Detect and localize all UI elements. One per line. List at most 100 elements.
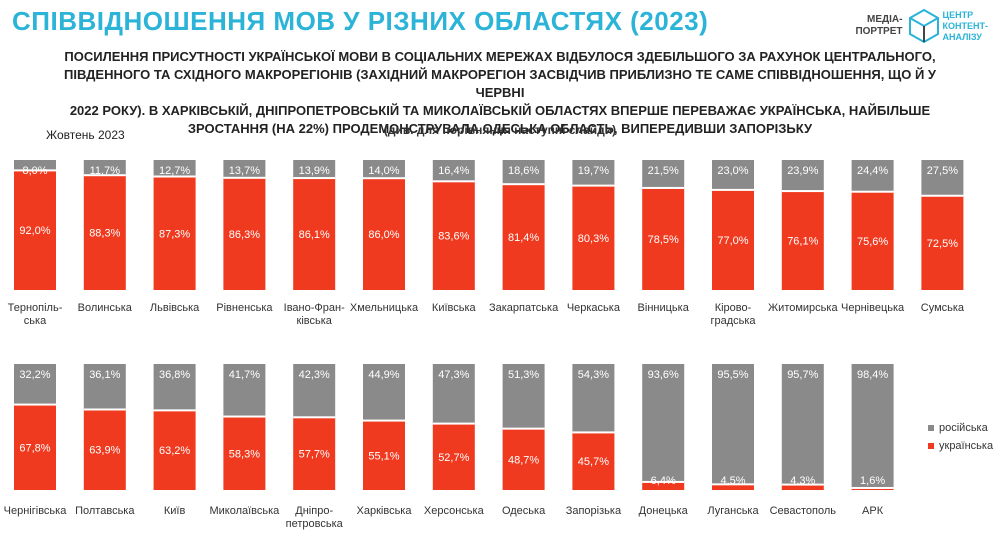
category-label: Сумська [921, 302, 965, 314]
bar-segment-ukrainian [293, 178, 336, 290]
bar-divider [14, 403, 56, 406]
bar-segment-ukrainian [502, 184, 545, 290]
bar-divider [781, 190, 824, 193]
bar-divider [642, 186, 685, 189]
data-label-ukrainian: 6,4% [651, 475, 676, 487]
bar-segment-russian [14, 160, 56, 171]
category-label: Севастополь [770, 505, 837, 517]
category-label: Чернігівська [4, 505, 68, 517]
bar-segment-russian [363, 160, 405, 179]
category-label: Луганська [707, 505, 759, 517]
category-label: Харківська [357, 505, 413, 517]
bar-segment-russian [642, 160, 685, 188]
logo-name-line: ЦЕНТР [942, 9, 974, 20]
category-label: Чернівецька [841, 302, 905, 314]
bar-segment-ukrainian [223, 416, 266, 490]
data-label-ukrainian: 63,9% [89, 445, 120, 457]
data-label-ukrainian: 86,3% [229, 229, 260, 241]
data-label-russian: 36,8% [159, 369, 190, 381]
logo: МЕДІА- ПОРТРЕТ ЦЕНТР КОНТЕНТ- АНАЛІЗУ [855, 6, 988, 46]
bar-segment-ukrainian [83, 409, 126, 490]
bar-divider [83, 408, 126, 411]
data-label-russian: 14,0% [368, 165, 399, 177]
bar-segment-russian [851, 364, 894, 488]
bar-divider [363, 419, 405, 422]
bar-segment-ukrainian [432, 181, 475, 290]
bar-segment-ukrainian [14, 404, 56, 490]
category-label: петровська [286, 518, 344, 530]
bar-segment-russian [642, 364, 685, 482]
bar-segment-russian [851, 160, 894, 192]
bar-segment-russian [432, 160, 475, 182]
bar-segment-russian [223, 160, 266, 178]
logo-prefix-line: ПОРТРЕТ [855, 26, 903, 37]
subtitle-line: ПІВДЕННОГО ТА СХІДНОГО МАКРОРЕГІОНІВ (ЗА… [63, 67, 937, 100]
bar-segment-ukrainian [363, 420, 405, 490]
bar-segment-ukrainian [293, 417, 336, 490]
bar-segment-russian [781, 160, 824, 192]
data-label-ukrainian: 88,3% [89, 228, 120, 240]
category-label: Рівненська [216, 302, 273, 314]
data-label-russian: 95,7% [787, 369, 818, 381]
category-label: Полтавська [75, 505, 135, 517]
bar-divider [432, 422, 475, 425]
data-label-ukrainian: 48,7% [508, 454, 539, 466]
data-label-russian: 95,5% [717, 369, 748, 381]
legend-label-ukrainian: українська [939, 440, 994, 452]
bar-segment-russian [432, 364, 475, 424]
bar-divider [712, 483, 754, 486]
bar-segment-ukrainian [851, 191, 894, 290]
data-label-russian: 12,7% [159, 165, 190, 177]
category-label: Вінницька [638, 302, 690, 314]
data-label-russian: 44,9% [368, 369, 399, 381]
bar-segment-ukrainian [781, 484, 824, 490]
data-label-russian: 42,3% [299, 369, 330, 381]
category-label: Житомирська [768, 302, 838, 314]
bar-divider [502, 183, 545, 186]
data-label-ukrainian: 80,3% [578, 233, 609, 245]
logo-name: ЦЕНТР КОНТЕНТ- АНАЛІЗУ [943, 10, 989, 43]
subtitle-line: ПОСИЛЕННЯ ПРИСУТНОСТІ УКРАЇНСЬКОЇ МОВИ В… [64, 49, 936, 64]
data-label-russian: 47,3% [438, 369, 469, 381]
chart-title: СПІВВІДНОШЕННЯ МОВ У РІЗНИХ ОБЛАСТЯХ (20… [12, 6, 709, 36]
subtitle-line: 2022 РОКУ). В ХАРКІВСЬКІЙ, ДНІПРОПЕТРОВС… [69, 103, 931, 118]
bar-segment-russian [293, 160, 336, 179]
bar-segment-ukrainian [502, 428, 545, 490]
bar-segment-russian [83, 160, 126, 176]
data-label-russian: 23,9% [787, 165, 818, 177]
bar-divider [153, 409, 196, 412]
bar-divider [83, 174, 126, 177]
data-label-ukrainian: 87,3% [159, 228, 190, 240]
cube-logo-icon [908, 9, 939, 43]
data-label-ukrainian: 81,4% [508, 232, 539, 244]
category-label: Львівська [150, 302, 200, 314]
bar-segment-russian [293, 364, 336, 418]
data-label-ukrainian: 83,6% [438, 231, 469, 243]
data-label-ukrainian: 4,5% [720, 475, 745, 487]
category-label: Хмельницька [350, 302, 419, 314]
bar-segment-russian [153, 364, 196, 411]
category-label: Миколаївська [209, 505, 280, 517]
data-label-ukrainian: 52,7% [438, 452, 469, 464]
category-label: Тернопіль- [8, 302, 63, 314]
bar-segment-ukrainian [153, 176, 196, 290]
data-label-russian: 8,0% [22, 165, 47, 177]
data-label-ukrainian: 4,3% [790, 475, 815, 487]
bar-segment-russian [781, 364, 824, 485]
bar-divider [712, 188, 754, 191]
category-label: Івано-Фран- [284, 302, 345, 314]
bar-segment-russian [712, 364, 754, 485]
bar-divider [223, 176, 266, 179]
logo-name-line: АНАЛІЗУ [942, 31, 982, 42]
bar-segment-ukrainian [851, 487, 894, 490]
legend-swatch-russian [928, 425, 934, 431]
data-label-russian: 21,5% [648, 165, 679, 177]
data-label-ukrainian: 45,7% [578, 456, 609, 468]
bar-segment-ukrainian [14, 170, 56, 290]
bar-segment-ukrainian [572, 185, 615, 290]
data-label-ukrainian: 67,8% [19, 442, 50, 454]
logo-prefix: МЕДІА- ПОРТРЕТ [855, 14, 902, 38]
bar-segment-russian [712, 160, 754, 190]
data-label-russian: 27,5% [927, 165, 958, 177]
